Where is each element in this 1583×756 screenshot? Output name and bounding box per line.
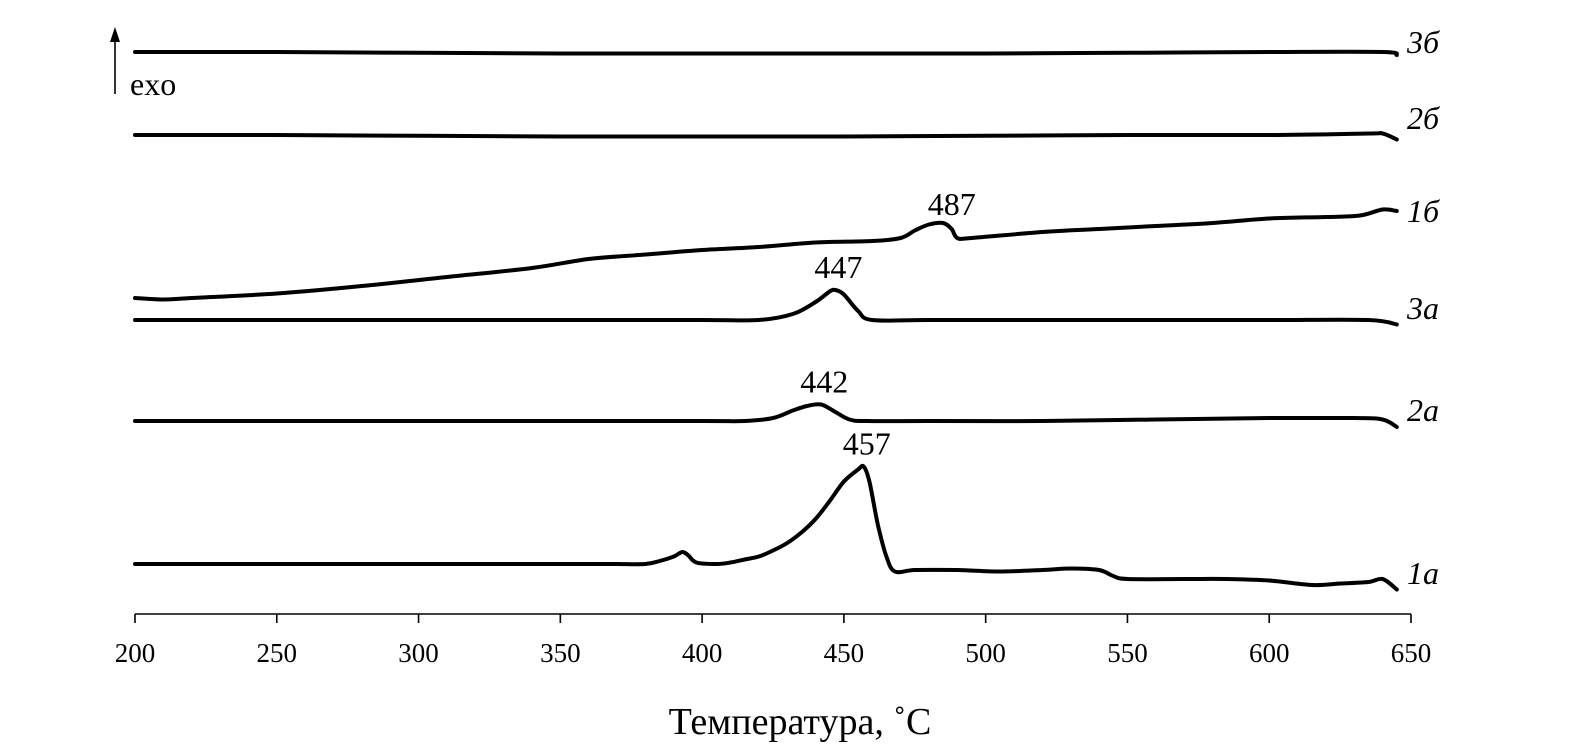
x-axis-title: Температура, ˚С <box>669 701 932 743</box>
x-tick-label: 400 <box>682 638 723 668</box>
x-tick-label: 450 <box>824 638 865 668</box>
series-label-2а: 2а <box>1407 392 1439 428</box>
x-tick-label: 650 <box>1391 638 1432 668</box>
x-axis: 200 250 300 350 400 450 500 550 600 650 <box>115 613 1432 668</box>
series-label-1а: 1а <box>1407 555 1439 591</box>
peak-label-1а: 457 <box>843 426 891 462</box>
exo-label: exo <box>130 66 176 102</box>
peak-label-1б: 487 <box>928 186 976 222</box>
exo-indicator: exo <box>110 27 176 102</box>
series-label-3б: 3б <box>1406 24 1440 60</box>
peak-label-2а: 442 <box>800 364 848 400</box>
series-label-3а: 3а <box>1406 290 1439 326</box>
x-tick-label: 250 <box>257 638 298 668</box>
exo-arrow-icon <box>110 27 120 42</box>
curves-group <box>133 49 1399 592</box>
series-line-1б <box>133 207 1399 302</box>
x-tick-label: 600 <box>1249 638 1290 668</box>
x-tick-label: 500 <box>965 638 1006 668</box>
series-labels-group: 1а 2а 3а 1б 2б 3б <box>1406 24 1440 591</box>
series-line-3б <box>133 49 1399 57</box>
x-tick-label: 200 <box>115 638 156 668</box>
series-label-2б: 2б <box>1407 100 1440 136</box>
peak-labels-group: 457 442 447 487 <box>800 186 976 462</box>
series-line-3а <box>133 287 1399 327</box>
series-line-2б <box>133 131 1399 142</box>
x-tick-label: 300 <box>398 638 439 668</box>
series-label-1б: 1б <box>1407 193 1440 229</box>
x-tick-label: 350 <box>540 638 581 668</box>
x-tick-label: 550 <box>1107 638 1148 668</box>
series-line-1а <box>133 463 1399 592</box>
series-line-2а <box>133 402 1399 429</box>
peak-label-3а: 447 <box>814 249 862 285</box>
